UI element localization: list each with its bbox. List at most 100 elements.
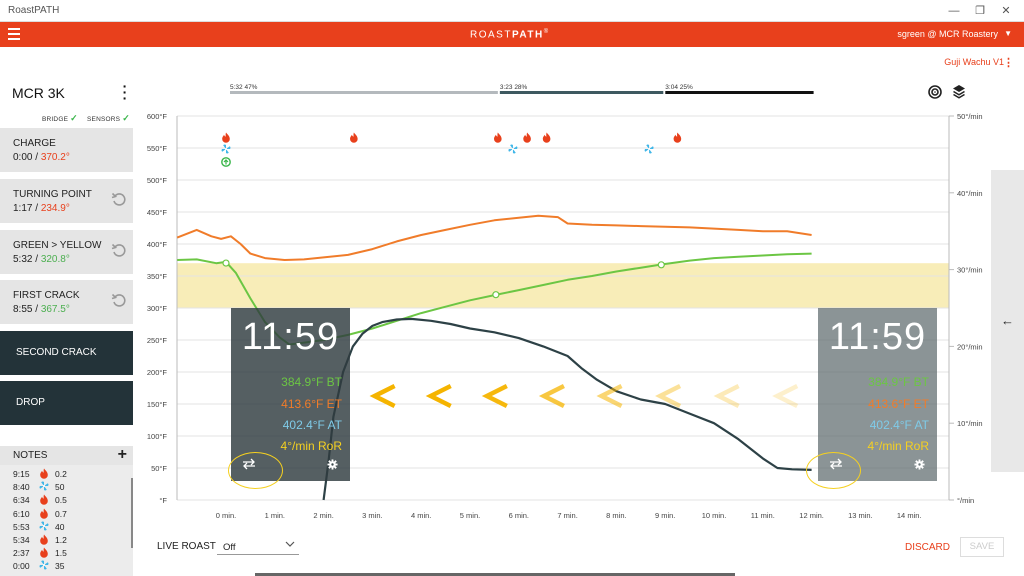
minimize-icon[interactable]: — <box>948 5 960 17</box>
coffee-profile-name[interactable]: Guji Wachu V1 <box>944 57 1004 67</box>
note-value: 40 <box>55 521 65 532</box>
note-value: 1.5 <box>55 548 67 559</box>
y-tick-label: 50°F <box>151 464 167 473</box>
projection-chevron <box>481 383 508 409</box>
caret-down-icon[interactable]: ▼ <box>1004 29 1012 38</box>
notes-list: 9:15 0.2 8:40 50 6:34 0.5 6:10 0.7 5:53 40 5:34 1.2… <box>0 465 133 576</box>
phase-bar <box>230 91 498 94</box>
gear-icon[interactable] <box>327 459 338 470</box>
projection-chevron <box>713 383 740 409</box>
close-icon[interactable]: ✕ <box>1001 5 1011 17</box>
y-tick-label: 150°F <box>147 400 168 409</box>
note-item[interactable]: 6:34 0.5 <box>13 494 123 507</box>
flame-icon <box>39 494 49 506</box>
user-account[interactable]: sgreen @ MCR Roastery <box>897 29 998 39</box>
note-time: 6:34 <box>13 495 30 506</box>
projection-chevron <box>772 383 799 409</box>
discard-button[interactable]: DISCARD <box>905 542 951 553</box>
x-tick-label: 9 min. <box>655 511 675 520</box>
chevron-down-icon <box>285 541 295 547</box>
machine-menu-icon[interactable]: · · · <box>122 78 128 106</box>
ror-tick-label: 30°/min <box>957 266 983 275</box>
undo-icon[interactable] <box>111 191 127 207</box>
gear-icon[interactable] <box>914 459 925 470</box>
second-crack-button[interactable]: SECOND CRACK <box>0 331 133 375</box>
window-titlebar: RoastPATH — ❐ ✕ <box>0 0 1024 22</box>
check-icon: ✓ <box>70 113 78 123</box>
note-time: 5:53 <box>13 521 30 532</box>
live-roast-select[interactable]: Off <box>217 537 299 555</box>
hamburger-menu-icon[interactable] <box>8 28 20 40</box>
event-green-yellow[interactable]: GREEN > YELLOW 5:32 / 320.8° <box>0 230 133 274</box>
y-tick-label: 450°F <box>147 208 168 217</box>
target-icon[interactable] <box>928 85 942 99</box>
readout-ror: 4°/min RoR <box>867 439 929 453</box>
layers-icon[interactable] <box>952 84 966 99</box>
maximize-icon[interactable]: ❐ <box>975 5 985 17</box>
event-first-crack[interactable]: FIRST CRACK 8:55 / 367.5° <box>0 280 133 324</box>
y-tick-label: 100°F <box>147 432 168 441</box>
phase-bar <box>499 91 664 94</box>
undo-icon[interactable] <box>111 242 127 258</box>
note-value: 50 <box>55 482 65 493</box>
flame-icon <box>673 132 682 143</box>
et-curve <box>176 214 812 261</box>
flame-icon <box>39 547 49 558</box>
note-time: 9:15 <box>13 469 30 479</box>
arrow-left-icon[interactable]: ← <box>1001 313 1014 328</box>
note-item[interactable]: 0:00 35 <box>13 560 123 573</box>
check-icon: ✓ <box>122 113 130 123</box>
note-item[interactable]: 9:15 0.2 <box>13 468 123 481</box>
y-tick-label: 200°F <box>147 368 168 377</box>
side-panel-toggle[interactable]: ← <box>991 170 1024 472</box>
y-tick-label: °F <box>159 496 167 505</box>
fan-icon <box>644 144 654 154</box>
x-tick-label: 8 min. <box>606 511 626 520</box>
projection-chevron <box>596 383 623 409</box>
readout-time: 11:59 <box>241 316 340 358</box>
phase-label: 3:23 28% <box>500 84 528 91</box>
fan-icon <box>39 521 49 532</box>
fan-icon <box>221 144 231 154</box>
x-tick-label: 1 min. <box>265 511 285 520</box>
note-item[interactable]: 6:10 0.7 <box>13 508 123 521</box>
note-value: 0.5 <box>55 495 67 506</box>
x-tick-label: 10 min. <box>702 511 727 520</box>
note-value: 0.2 <box>55 469 67 479</box>
drop-button[interactable]: DROP <box>0 381 133 425</box>
note-time: 2:37 <box>13 548 30 559</box>
notes-header: NOTES + <box>0 446 133 465</box>
live-roast-label: LIVE ROAST <box>157 541 216 552</box>
event-marker <box>492 291 500 299</box>
event-marker <box>222 259 230 267</box>
event-charge[interactable]: CHARGE 0:00 / 370.2° <box>0 128 133 172</box>
window-title: RoastPATH <box>8 5 60 16</box>
brand-logo: ROASTPATH® <box>470 29 550 41</box>
readout-et: 413.6°F ET <box>868 397 929 411</box>
coffee-menu-icon[interactable]: ⋮ <box>1003 57 1014 69</box>
x-tick-label: 0 min. <box>216 511 236 520</box>
note-item[interactable]: 5:53 40 <box>13 521 123 534</box>
readout-at: 402.4°F AT <box>282 418 342 432</box>
readout-bt: 384.9°F BT <box>868 375 929 389</box>
y-tick-label: 550°F <box>147 144 168 153</box>
note-time: 5:34 <box>13 535 30 545</box>
event-turning-point[interactable]: TURNING POINT 1:17 / 234.9° <box>0 179 133 223</box>
note-item[interactable]: 2:37 1.5 <box>13 547 123 560</box>
ror-tick-label: 40°/min <box>957 189 983 198</box>
flame-icon <box>350 132 358 143</box>
add-note-icon[interactable]: + <box>117 446 127 463</box>
notes-scrollbar[interactable] <box>131 478 133 548</box>
undo-icon[interactable] <box>111 292 127 308</box>
projection-chevron <box>425 383 452 409</box>
fan-icon <box>39 560 49 571</box>
app-header: ROASTPATH® sgreen @ MCR Roastery ▼ <box>0 22 1024 47</box>
note-item[interactable]: 8:40 50 <box>13 481 123 494</box>
flame-icon <box>39 534 49 545</box>
bt-curve <box>177 252 812 346</box>
readout-time: 11:59 <box>828 316 927 358</box>
save-button[interactable]: SAVE <box>960 537 1004 557</box>
bottom-scroll-indicator <box>255 573 735 576</box>
readout-et: 413.6°F ET <box>281 397 342 411</box>
note-item[interactable]: 5:34 1.2 <box>13 534 123 547</box>
